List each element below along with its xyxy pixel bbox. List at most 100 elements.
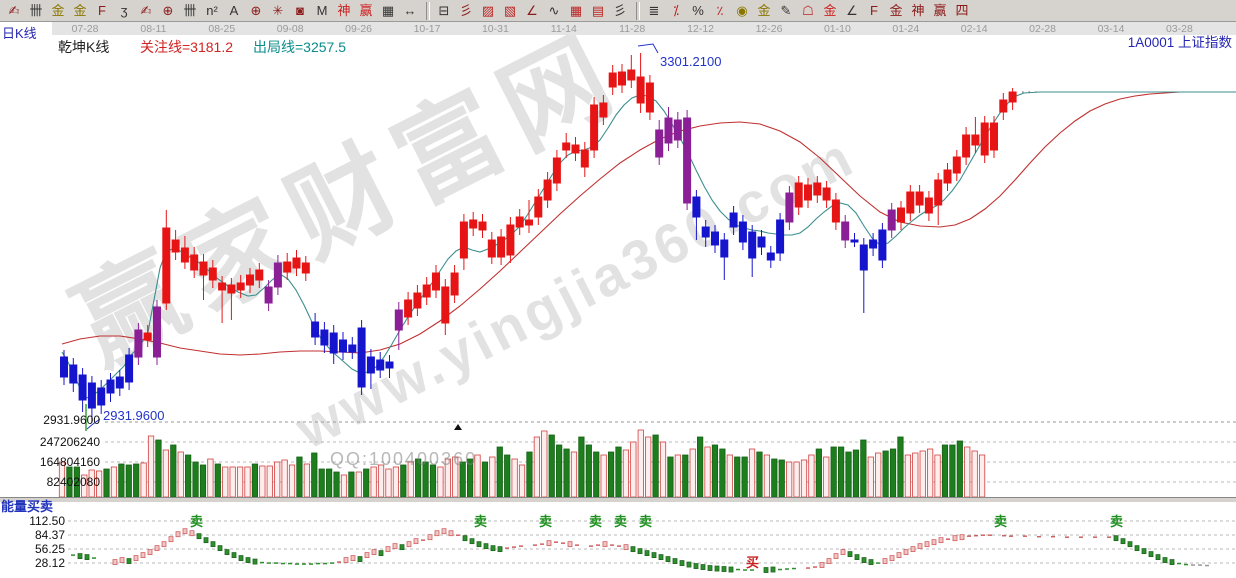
toolbar-icon-27[interactable]: ▤ <box>591 2 605 18</box>
volume-bar <box>978 454 986 498</box>
volume-bar <box>214 463 221 498</box>
candle-body <box>125 354 134 383</box>
toolbar-icon-31[interactable]: ⁒ <box>673 2 679 18</box>
toolbar-icon-2[interactable]: 金 <box>51 2 65 18</box>
oscillator-dash <box>750 569 754 571</box>
oscillator-bar-up <box>441 528 447 535</box>
oscillator-bar-down <box>490 545 496 552</box>
toolbar-icon-5[interactable]: ʒ <box>120 2 128 18</box>
volume-bar <box>511 458 518 498</box>
period-label[interactable]: 日K线 <box>2 26 37 41</box>
toolbar-icon-1[interactable]: 卌 <box>29 2 43 18</box>
volume-bar <box>741 456 748 498</box>
toolbar-icon-14[interactable]: M <box>316 2 328 18</box>
oscillator-dash <box>267 562 271 564</box>
oscillator-bar-up <box>896 552 902 558</box>
toolbar-divider <box>426 1 430 20</box>
volume-bar <box>496 446 503 498</box>
oscillator-bar-down <box>721 566 727 572</box>
toolbar-icon-23[interactable]: ▧ <box>503 2 517 18</box>
oscillator-bar-up <box>819 562 825 568</box>
toolbar-icon-33[interactable]: ٪ <box>716 2 724 18</box>
oscillator-dash <box>456 534 460 536</box>
toolbar-icon-28[interactable]: 彡 <box>613 2 627 18</box>
candle-body <box>320 329 329 346</box>
toolbar-icon-3[interactable]: 金 <box>73 2 87 18</box>
volume-bar <box>556 444 563 498</box>
toolbar-icon-32[interactable]: % <box>692 2 704 18</box>
oscillator-bar-up <box>567 541 573 548</box>
toolbar-icon-11[interactable]: ⊕ <box>250 2 262 18</box>
toolbar-icon-44[interactable]: 四 <box>955 2 969 18</box>
oscillator-bar-up <box>826 558 832 564</box>
candle-body <box>366 356 375 374</box>
toolbar-icon-34[interactable]: ◉ <box>736 2 748 18</box>
volume-bar <box>615 446 622 498</box>
indicator-panel-title[interactable]: 能量买卖 <box>1 499 54 514</box>
toolbar-icon-25[interactable]: ∿ <box>548 2 560 18</box>
toolbar-icon-7[interactable]: ⊕ <box>162 2 174 18</box>
oscillator-bar-down <box>637 548 643 555</box>
toolbar-icon-42[interactable]: 神 <box>911 2 925 18</box>
toolbar-icon-4[interactable]: F <box>98 2 106 18</box>
oscillator-dash <box>323 562 327 565</box>
toolbar-icon-18[interactable]: ↔ <box>403 2 417 18</box>
toolbar-icon-36[interactable]: ✎ <box>780 2 792 18</box>
toolbar-icon-35[interactable]: 金 <box>757 2 771 18</box>
indicator-axis-label-3: 56.25 <box>34 542 65 556</box>
toolbar-icon-10[interactable]: A <box>229 2 239 18</box>
oscillator-bar-up <box>112 559 118 565</box>
volume-bar <box>103 468 110 498</box>
candle-body <box>432 272 440 291</box>
toolbar-icon-38[interactable]: 金 <box>823 2 837 18</box>
oscillator-bar-up <box>182 528 188 535</box>
toolbar-icon-41[interactable]: 金 <box>889 2 903 18</box>
oscillator-dash <box>988 534 992 536</box>
toolbar-icon-26[interactable]: ▦ <box>569 2 583 18</box>
toolbar-icon-24[interactable]: ∠ <box>526 2 538 18</box>
candle-body <box>701 226 710 238</box>
toolbar-icon-8[interactable]: 卌 <box>183 2 197 18</box>
toolbar-icon-15[interactable]: 神 <box>337 2 351 18</box>
candle-body <box>869 239 878 249</box>
oscillator-dash <box>309 563 313 565</box>
toolbar-icon-17[interactable]: ▦ <box>381 2 395 18</box>
oscillator-bar-down <box>658 554 664 560</box>
candle-body <box>962 134 971 158</box>
date-tick: 09-26 <box>345 23 373 35</box>
candle-body <box>525 219 533 226</box>
volume-axis-label-1: 247206240 <box>39 435 100 449</box>
oscillator-bar-up <box>364 552 370 558</box>
candle-body <box>143 332 152 341</box>
toolbar-icon-6[interactable]: ✍ <box>140 2 152 18</box>
toolbar-icon-0[interactable]: ✍ <box>8 2 20 18</box>
toolbar-icon-39[interactable]: ∠ <box>846 2 858 18</box>
toolbar-icon-20[interactable]: ⊟ <box>438 2 450 18</box>
candle-body <box>887 209 896 231</box>
candle-body <box>636 76 645 104</box>
oscillator-bar-down <box>847 551 853 558</box>
oscillator-bar-down <box>84 554 90 560</box>
toolbar-icon-43[interactable]: 赢 <box>933 2 947 18</box>
oscillator-dash <box>1191 564 1195 566</box>
toolbar-icon-30[interactable]: ≣ <box>648 2 660 18</box>
toolbar-icon-13[interactable]: ◙ <box>296 2 304 18</box>
oscillator-bar-up <box>448 530 454 537</box>
date-tick: 10-31 <box>481 23 509 35</box>
candle-body <box>394 309 403 331</box>
toolbar-icon-12[interactable]: ✳ <box>272 2 284 18</box>
volume-bar <box>385 468 392 498</box>
toolbar-icon-21[interactable]: 彡 <box>459 2 473 18</box>
toolbar-icon-22[interactable]: ▨ <box>481 2 495 18</box>
toolbar-icon-9[interactable]: n² <box>206 2 218 18</box>
toolbar-icon-16[interactable]: 赢 <box>359 2 373 18</box>
candle-body <box>478 221 487 231</box>
panel-splitter[interactable] <box>0 497 1236 502</box>
oscillator-dash <box>981 534 985 536</box>
candle-body <box>683 117 692 204</box>
toolbar-icon-40[interactable]: F <box>870 2 878 18</box>
toolbar-icon-37[interactable]: ☖ <box>802 2 814 18</box>
oscillator-dash <box>1205 564 1209 567</box>
